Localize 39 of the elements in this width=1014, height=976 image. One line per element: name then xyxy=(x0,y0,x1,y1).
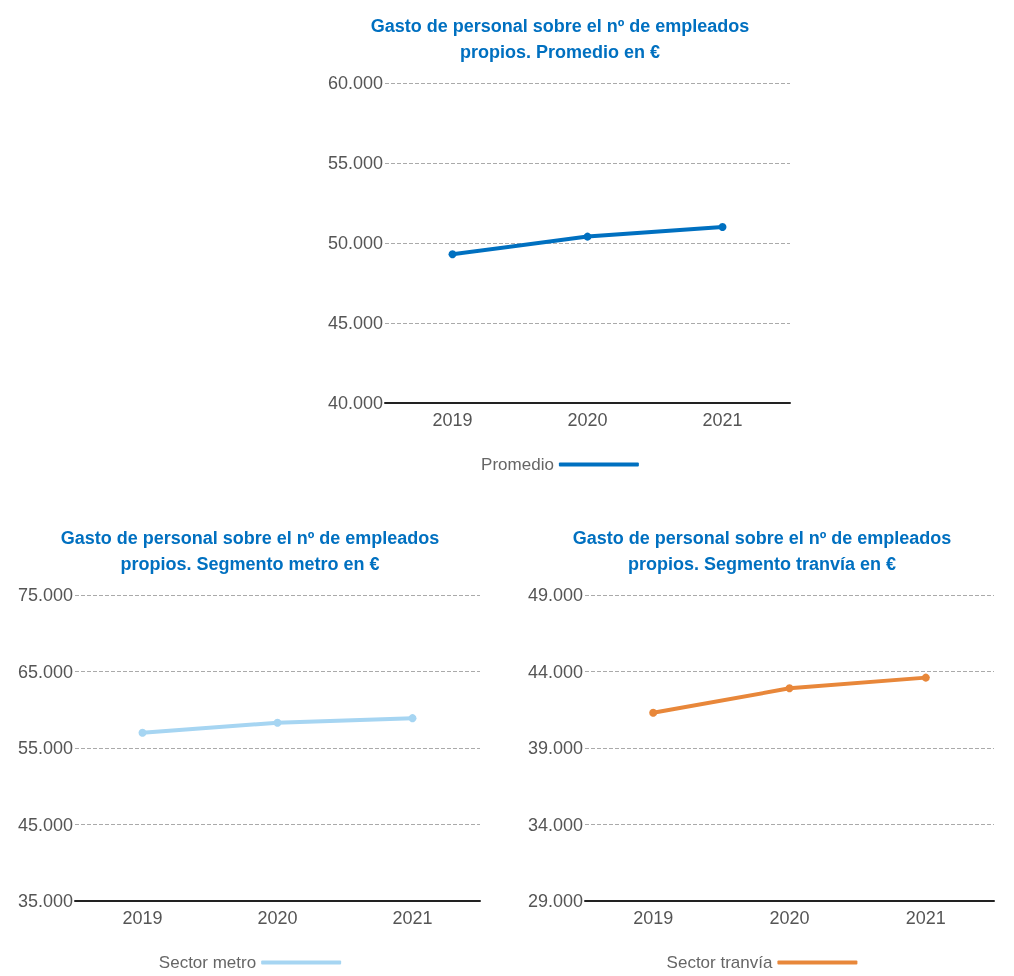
point xyxy=(785,684,794,693)
y-tick-label: 75.000 xyxy=(17,585,73,605)
y-tick-label: 60.000 xyxy=(327,73,383,93)
y-tick-label: 35.000 xyxy=(17,891,73,911)
chart-title: Gasto de personal sobre el nº de empleados propios. Segmento metro en € xyxy=(60,528,440,574)
point xyxy=(649,708,658,717)
chart-title: Gasto de personal sobre el nº de empleados propios. Promedio en € xyxy=(370,16,750,62)
x-tick-label: 2021 xyxy=(702,410,743,430)
y-tick-label: 50.000 xyxy=(327,233,383,253)
y-tick-label: 29.000 xyxy=(527,891,583,911)
y-tick-label: 49.000 xyxy=(527,585,583,605)
point xyxy=(583,232,592,241)
x-tick-label: 2019 xyxy=(633,908,674,928)
x-tick-label: 2021 xyxy=(392,908,433,928)
y-tick-label: 55.000 xyxy=(327,153,383,173)
point xyxy=(408,714,417,723)
y-tick-label: 45.000 xyxy=(17,814,73,835)
y-tick-label: 55.000 xyxy=(17,738,73,758)
y-tick-label: 65.000 xyxy=(17,661,73,682)
point xyxy=(718,223,727,231)
y-tick-label: 40.000 xyxy=(327,393,383,413)
x-tick-label: 2019 xyxy=(432,410,473,430)
point xyxy=(138,728,147,737)
legend-label: Sector metro xyxy=(158,953,257,972)
x-tick-label: 2020 xyxy=(257,908,298,928)
x-tick-label: 2020 xyxy=(769,908,810,928)
y-tick-label: 44.000 xyxy=(527,661,583,682)
point xyxy=(921,673,930,682)
legend-label: Sector tranvía xyxy=(666,953,773,972)
chart-title: Gasto de personal sobre el nº de empleados propios. Segmento tranvía en € xyxy=(572,528,952,574)
point xyxy=(273,718,282,727)
point xyxy=(448,250,457,259)
y-tick-label: 39.000 xyxy=(527,738,583,758)
legend-label: Promedio xyxy=(481,455,554,474)
y-tick-label: 34.000 xyxy=(527,814,583,835)
y-tick-label: 45.000 xyxy=(327,313,383,333)
x-tick-label: 2019 xyxy=(122,908,163,928)
x-tick-label: 2020 xyxy=(567,410,608,430)
x-tick-label: 2021 xyxy=(905,908,946,928)
